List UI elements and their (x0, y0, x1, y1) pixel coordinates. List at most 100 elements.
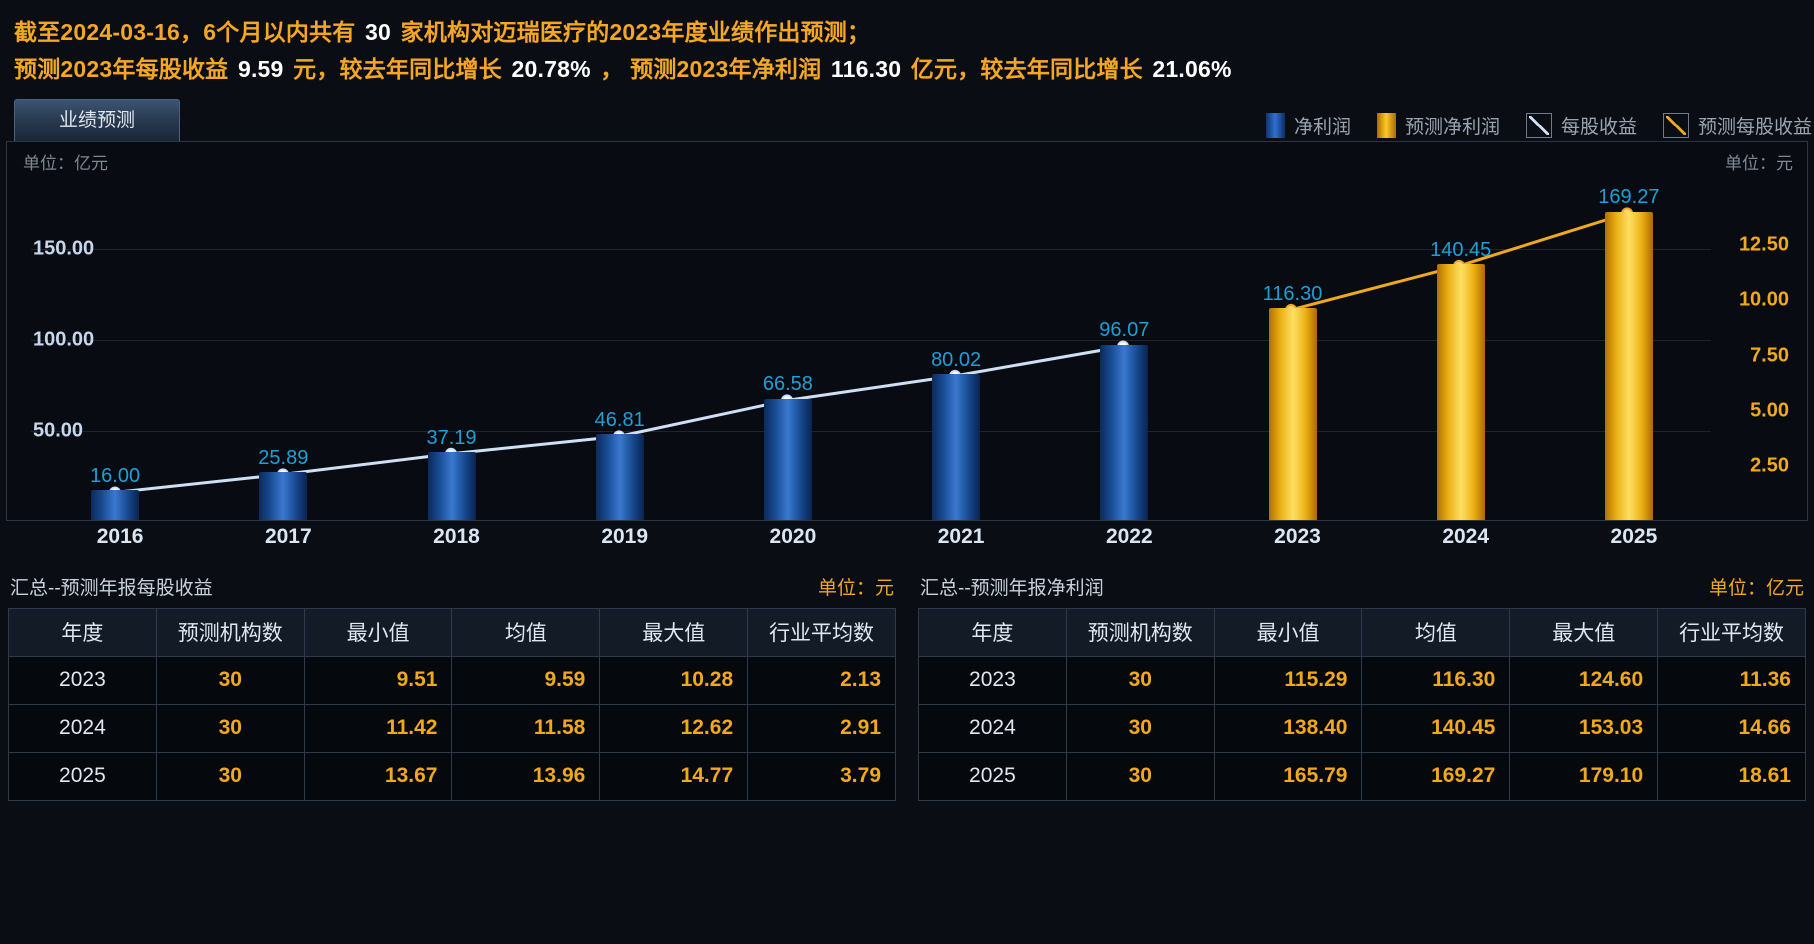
eps-min-cell: 11.42 (303, 703, 453, 753)
chart-unit-right: 单位：元 (1725, 153, 1793, 173)
eps-industry-cell: 3.79 (747, 751, 896, 801)
eps-max-cell: 14.77 (599, 751, 749, 801)
eps-year-cell: 2023 (8, 655, 157, 705)
eps-min-cell: 13.67 (303, 751, 453, 801)
x-axis-label: 2025 (1610, 524, 1658, 548)
eps-table-unit: 单位：元 (817, 577, 894, 599)
profit-forecast-table: 年度 预测机构数 最小值 均值 最大值 行业平均数 2023 30 115.29 116.30 1… (918, 607, 1806, 801)
eps-count-cell: 30 (155, 751, 305, 801)
chart-legend: 净利润 预测净利润 每股收益 预测每股收益 (1265, 112, 1812, 139)
profit-table-unit: 单位：亿元 (1708, 577, 1804, 599)
line-white-icon (1525, 112, 1552, 138)
column-header: 行业平均数 (1657, 607, 1806, 657)
chart-bar[interactable] (1436, 264, 1485, 520)
eps-count-cell: 30 (155, 655, 305, 705)
table-row: 2023 30 9.51 9.59 10.28 2.13 (8, 655, 896, 705)
column-header: 预测机构数 (155, 607, 305, 657)
profit-label: ， 预测2023年净利润 (600, 56, 822, 83)
legend-label: 每股收益 (1560, 116, 1637, 138)
eps-value: 9.59 (237, 56, 284, 83)
chart-bar-series (7, 142, 1807, 520)
column-header: 最小值 (1213, 607, 1363, 657)
table-row: 2024 30 138.40 140.45 153.03 14.66 (918, 703, 1806, 753)
profit-max-cell: 124.60 (1509, 655, 1659, 705)
profit-avg-cell: 169.27 (1361, 751, 1511, 801)
table-row: 2024 30 11.42 11.58 12.62 2.91 (8, 703, 896, 753)
eps-count-cell: 30 (155, 703, 305, 753)
column-header: 年度 (918, 607, 1067, 657)
profit-max-cell: 179.10 (1509, 751, 1659, 801)
chart-bar[interactable] (427, 451, 476, 520)
data-label: 37.19 (426, 426, 477, 449)
profit-min-cell: 115.29 (1213, 655, 1363, 705)
chart-bar[interactable] (91, 490, 140, 520)
table-row: 2025 30 13.67 13.96 14.77 3.79 (8, 751, 896, 801)
bar-blue-icon (1265, 112, 1285, 138)
chart-bar[interactable] (932, 374, 981, 520)
profit-count-cell: 30 (1065, 655, 1215, 705)
gridline (31, 339, 1711, 341)
column-header: 均值 (451, 607, 601, 657)
gridline (31, 430, 1711, 432)
summary-line-2: 预测2023年每股收益 9.59 元，较去年同比增长 20.78% ， 预测20… (14, 51, 1814, 88)
profit-count-cell: 30 (1065, 703, 1215, 753)
data-label: 66.58 (762, 373, 813, 396)
chart-bar[interactable] (1100, 345, 1149, 520)
line-gold-icon (1662, 112, 1689, 138)
eps-industry-cell: 2.91 (747, 703, 896, 753)
eps-table-title: 汇总--预测年报每股收益 (10, 577, 213, 599)
tab-performance-forecast[interactable]: 业绩预测 (14, 98, 180, 141)
chart-gridlines (7, 142, 1807, 520)
institution-count: 30 (365, 19, 392, 45)
profit-year-cell: 2023 (918, 655, 1067, 705)
profit-avg-cell: 140.45 (1361, 703, 1511, 753)
x-axis-label: 2016 (96, 524, 144, 548)
eps-min-cell: 9.51 (303, 655, 453, 705)
chart-data-labels: 16.00 25.89 37.19 46.81 66.58 80.02 96.07 116.3… (7, 142, 1807, 520)
eps-year-cell: 2024 (8, 703, 157, 753)
eps-label: 预测2023年每股收益 (14, 56, 229, 83)
profit-value: 116.30 (830, 56, 902, 83)
column-header: 年度 (8, 607, 157, 657)
legend-label: 净利润 (1293, 116, 1351, 138)
eps-avg-cell: 11.58 (451, 703, 601, 753)
x-axis-label: 2024 (1442, 524, 1490, 548)
chart-x-axis: 2016 2017 2018 2019 2020 2021 2022 2023 2024 2025 (6, 521, 1808, 567)
eps-table-caption: 汇总--预测年报每股收益 单位：元 (8, 571, 896, 608)
legend-label: 预测净利润 (1404, 116, 1500, 138)
x-axis-label: 2017 (264, 524, 312, 548)
column-header: 最小值 (303, 607, 453, 657)
chart-bar[interactable] (1604, 212, 1653, 520)
profit-avg-cell: 116.30 (1361, 655, 1511, 705)
legend-item-forecast-eps[interactable]: 预测每股收益 (1662, 112, 1812, 139)
profit-growth-value: 21.06% (1152, 56, 1232, 83)
profit-table-title: 汇总--预测年报净利润 (920, 577, 1104, 599)
y-axis-tick-right: 2.50 (1750, 454, 1789, 477)
y-axis-tick-right: 12.50 (1738, 233, 1789, 256)
table-row: 2023 30 115.29 116.30 124.60 11.36 (918, 655, 1806, 705)
chart-bar[interactable] (259, 472, 308, 520)
x-axis-label: 2022 (1105, 524, 1153, 548)
column-header: 预测机构数 (1065, 607, 1215, 657)
legend-label: 预测每股收益 (1697, 116, 1812, 138)
data-label: 140.45 (1430, 238, 1492, 261)
legend-item-eps[interactable]: 每股收益 (1525, 112, 1637, 139)
legend-item-net-profit[interactable]: 净利润 (1265, 112, 1351, 139)
data-label: 80.02 (931, 348, 982, 371)
profit-unit-text: 亿元，较去年同比增长 (910, 56, 1143, 83)
eps-avg-cell: 9.59 (451, 655, 601, 705)
chart-bar[interactable] (763, 398, 812, 520)
column-header: 均值 (1361, 607, 1511, 657)
y-axis-tick-right: 10.00 (1738, 288, 1789, 311)
eps-forecast-table-block: 汇总--预测年报每股收益 单位：元 年度 预测机构数 最小值 均值 最大值 行业平均数 2… (8, 571, 896, 801)
summary-line-1: 截至2024-03-16，6个月以内共有 30 家机构对迈瑞医疗的2023年度业… (14, 14, 1814, 51)
y-axis-tick-left: 100.00 (33, 328, 95, 351)
data-label: 96.07 (1099, 319, 1150, 342)
profit-industry-cell: 14.66 (1657, 703, 1806, 753)
legend-item-forecast-net-profit[interactable]: 预测净利润 (1376, 112, 1500, 139)
column-header: 最大值 (1509, 607, 1659, 657)
chart-bar[interactable] (595, 434, 644, 520)
y-axis-tick-right: 5.00 (1750, 399, 1789, 422)
y-axis-tick-left: 150.00 (33, 237, 95, 260)
chart-bar[interactable] (1268, 308, 1317, 520)
